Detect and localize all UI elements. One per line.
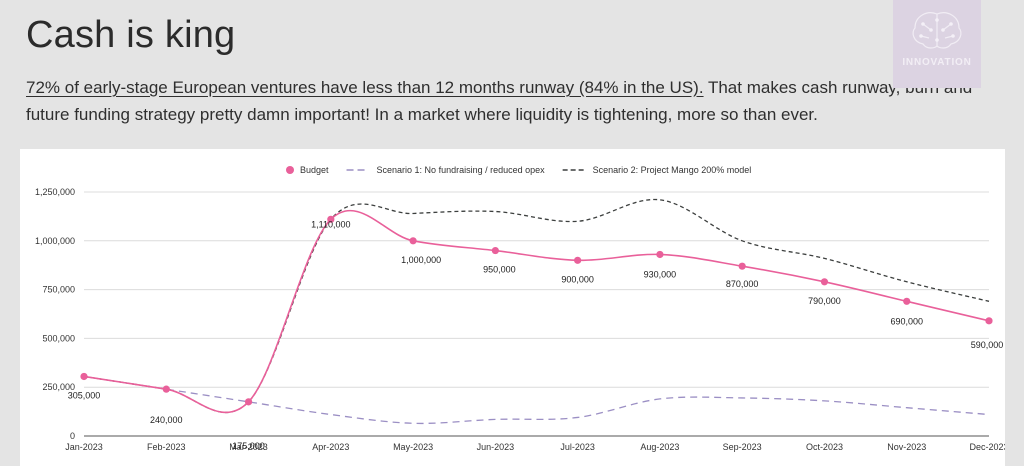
chart-container: 0 250,000 500,000 750,000 1,000,000 1,250,000… xyxy=(20,149,1005,466)
budget-point xyxy=(738,262,746,270)
budget-data-label: 240,000 xyxy=(150,415,183,425)
budget-data-label: 175,000 xyxy=(232,441,265,451)
budget-point xyxy=(244,398,253,406)
line-chart: 0 250,000 500,000 750,000 1,000,000 1,250,000… xyxy=(35,165,1005,452)
innovation-logo: INNOVATION xyxy=(893,0,981,88)
brain-icon xyxy=(912,12,962,49)
budget-point xyxy=(491,246,499,255)
y-tick-label: 750,000 xyxy=(42,285,75,295)
legend: Budget Scenario 1: No fundraising / reduc… xyxy=(286,165,751,175)
series-line-scenario-2 xyxy=(83,198,990,414)
budget-data-label: 950,000 xyxy=(483,265,516,275)
x-tick-label: Mar-2023 xyxy=(229,442,268,452)
x-tick-label: Oct-2023 xyxy=(806,442,843,452)
subtitle-highlight: 72% of early-stage European ventures hav… xyxy=(26,78,704,97)
logo-text: INNOVATION xyxy=(902,57,972,68)
x-tick-label: May-2023 xyxy=(393,442,433,452)
x-tick-label: Jan-2023 xyxy=(65,442,103,452)
budget-point xyxy=(80,372,88,381)
x-tick-label: Feb-2023 xyxy=(147,442,186,452)
x-tick-label: Apr-2023 xyxy=(312,442,349,452)
budget-data-label: 1,110,000 xyxy=(311,219,350,229)
y-tick-label: 1,000,000 xyxy=(35,236,75,246)
legend-label: Scenario 1: No fundraising / reduced ope… xyxy=(377,165,546,175)
budget-point xyxy=(162,385,170,393)
x-tick-label: Sep-2023 xyxy=(723,442,762,452)
legend-label: Scenario 2: Project Mango 200% model xyxy=(593,165,752,175)
budget-point xyxy=(820,278,829,286)
x-tick-label: Aug-2023 xyxy=(640,442,679,452)
y-tick-label: 500,000 xyxy=(42,333,75,343)
y-tick-label: 250,000 xyxy=(42,382,75,392)
legend-label: Budget xyxy=(300,165,329,175)
budget-data-label: 590,000 xyxy=(971,340,1004,350)
series-line-scenario-1 xyxy=(83,375,990,425)
y-tick-label: 1,250,000 xyxy=(35,187,75,197)
budget-point xyxy=(656,250,664,259)
budget-point xyxy=(574,256,582,264)
budget-data-label: 305,000 xyxy=(68,390,101,400)
page-title: Cash is king xyxy=(26,14,236,56)
budget-point xyxy=(985,317,993,325)
budget-data-label: 690,000 xyxy=(890,316,923,326)
x-tick-label: Nov-2023 xyxy=(887,442,926,452)
y-tick-label: 0 xyxy=(70,431,75,441)
page-subtitle: 72% of early-stage European ventures hav… xyxy=(26,74,1011,128)
budget-data-label: 900,000 xyxy=(561,274,594,284)
legend-marker-budget xyxy=(286,166,294,174)
budget-data-label: 1,000,000 xyxy=(401,255,441,265)
budget-data-label: 790,000 xyxy=(808,296,841,306)
x-tick-label: Jul-2023 xyxy=(560,442,595,452)
budget-data-label: 870,000 xyxy=(726,279,759,289)
x-tick-label: Dec-2023 xyxy=(969,442,1005,452)
budget-point xyxy=(903,297,911,305)
budget-point xyxy=(327,215,335,223)
x-tick-label: Jun-2023 xyxy=(477,442,515,452)
budget-data-label: 930,000 xyxy=(644,269,677,279)
budget-point xyxy=(409,237,417,245)
